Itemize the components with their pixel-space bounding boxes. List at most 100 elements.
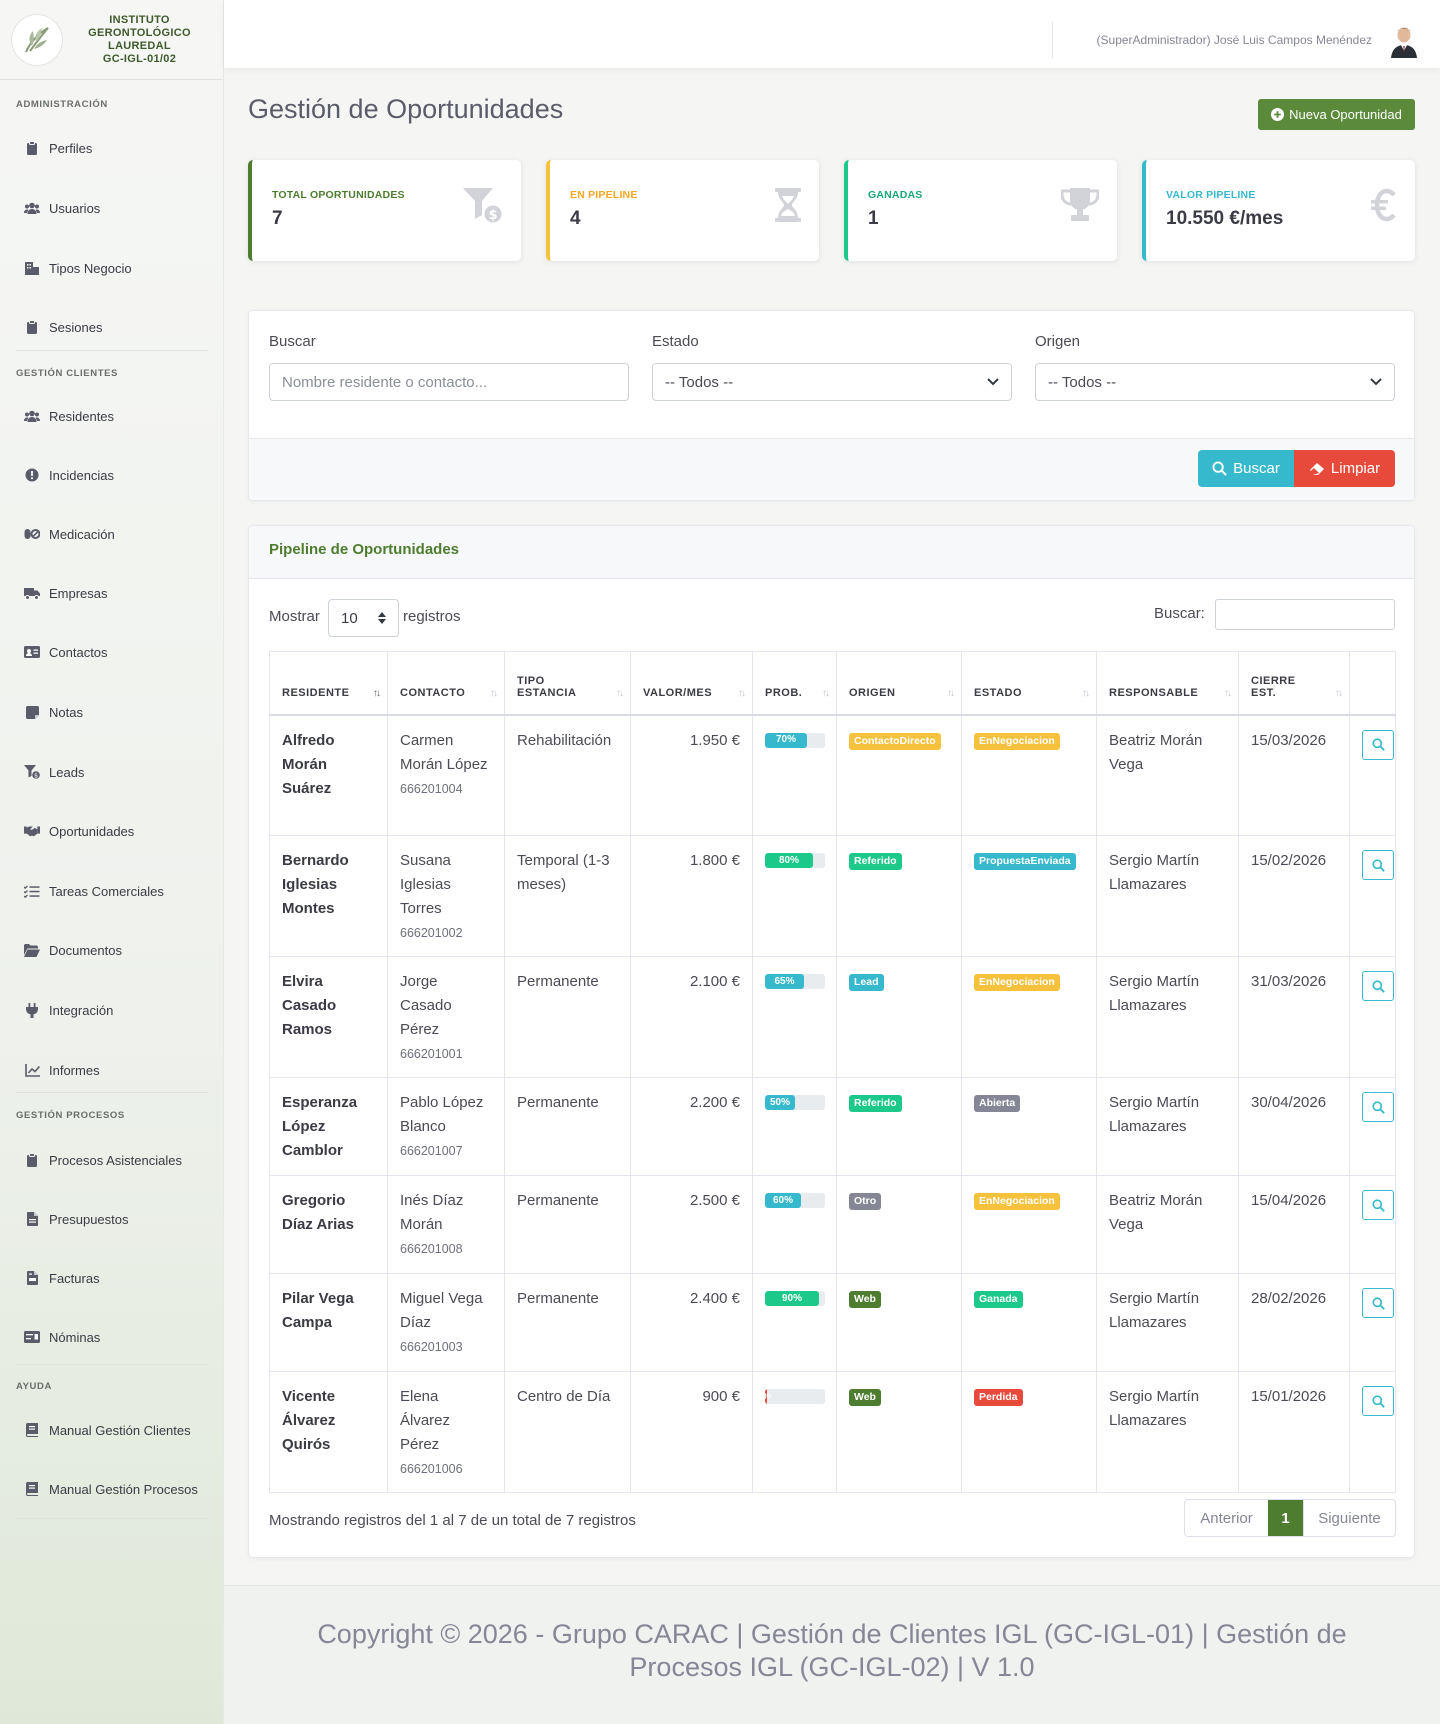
sidebar-item-incidencias[interactable]: Incidencias <box>0 464 224 486</box>
sidebar-section-title: ADMINISTRACIÓN <box>16 99 108 110</box>
sidebar-item-documentos[interactable]: Documentos <box>0 939 224 961</box>
column-header-label: RESPONSABLE <box>1109 686 1199 699</box>
origen-cell: Referido <box>836 1077 962 1176</box>
column-header[interactable]: VALOR/MES ↑↓ <box>630 651 753 716</box>
topbar: (SuperAdministrador) José Luis Campos Me… <box>224 0 1440 68</box>
probability-bar: 65% <box>765 974 825 989</box>
brand-line: GERONTOLÓGICO <box>88 26 191 39</box>
table-row[interactable]: Elvira Casado Ramos Jorge Casado Pérez 666… <box>269 956 1396 1078</box>
sidebar-item-tipos-negocio[interactable]: Tipos Negocio <box>0 257 224 279</box>
sidebar-item-oportunidades[interactable]: Oportunidades <box>0 820 224 842</box>
sidebar-item-residentes[interactable]: Residentes <box>0 405 224 427</box>
estado-cell: Ganada <box>961 1273 1097 1372</box>
probability-fill <box>765 974 804 989</box>
search-button[interactable]: Buscar <box>1198 450 1294 487</box>
sidebar-item-presupuestos[interactable]: Presupuestos <box>0 1208 224 1230</box>
sidebar-item-leads[interactable]: $ Leads <box>0 761 224 783</box>
stat-value: 1 <box>868 208 879 229</box>
column-header[interactable]: CIERRE EST. ↑↓ <box>1238 651 1350 716</box>
view-button[interactable] <box>1362 1386 1394 1416</box>
column-header[interactable]: TIPO ESTANCIA ↑↓ <box>504 651 631 716</box>
sidebar-item-empresas[interactable]: Empresas <box>0 582 224 604</box>
table-row[interactable]: Bernardo Iglesias Montes Susana Iglesias … <box>269 835 1396 957</box>
view-button[interactable] <box>1362 850 1394 880</box>
contacto-name: Miguel Vega Díaz <box>400 1290 483 1331</box>
sidebar-item-manual-gestion-clientes[interactable]: Manual Gestión Clientes <box>0 1419 224 1441</box>
sidebar-item-manual-gestion-procesos[interactable]: Manual Gestión Procesos <box>0 1478 224 1500</box>
actions-cell <box>1349 956 1396 1078</box>
brand[interactable]: INSTITUTO GERONTOLÓGICO LAUREDAL GC-IGL-… <box>0 0 223 80</box>
sidebar-item-label: Contactos <box>49 644 108 660</box>
residente-cell: Bernardo Iglesias Montes <box>269 835 388 957</box>
sidebar-item-informes[interactable]: Informes <box>0 1059 224 1081</box>
avatar[interactable] <box>1388 24 1420 58</box>
probability-bar: 80% <box>765 853 825 868</box>
cierre-cell: 15/02/2026 <box>1238 835 1350 957</box>
sidebar-item-sesiones[interactable]: Sesiones <box>0 316 224 338</box>
sidebar-item-tareas-comerciales[interactable]: Tareas Comerciales <box>0 880 224 902</box>
page-length-select[interactable]: 10 <box>328 599 399 637</box>
table-row[interactable]: Vicente Álvarez Quirós Elena Álvarez Pére… <box>269 1371 1396 1493</box>
records-label: registros <box>403 608 461 625</box>
column-header[interactable]: RESPONSABLE ↑↓ <box>1096 651 1239 716</box>
search-label: Buscar <box>269 333 316 350</box>
view-button[interactable] <box>1362 1190 1394 1220</box>
search-button-label: Buscar <box>1233 460 1280 477</box>
status-badge: EnNegociacion <box>974 1193 1060 1210</box>
stat-card: TOTAL OPORTUNIDADES 7 $ <box>248 160 521 261</box>
sidebar-item-facturas[interactable]: Facturas <box>0 1267 224 1289</box>
origen-select[interactable]: -- Todos -- <box>1035 363 1395 401</box>
sidebar-item-label: Presupuestos <box>49 1211 129 1227</box>
origen-badge: Referido <box>849 1095 902 1112</box>
search-input[interactable]: Nombre residente o contacto... <box>269 363 629 401</box>
origen-badge: ContactoDirecto <box>849 732 941 750</box>
stat-label: GANADAS <box>868 189 923 201</box>
page-1-button[interactable]: 1 <box>1268 1500 1303 1536</box>
sidebar-item-perfiles[interactable]: Perfiles <box>0 137 224 159</box>
column-header[interactable]: ORIGEN ↑↓ <box>836 651 962 716</box>
sidebar-item-usuarios[interactable]: Usuarios <box>0 197 224 219</box>
pipeline-title: Pipeline de Oportunidades <box>269 541 460 558</box>
prev-page-button[interactable]: Anterior <box>1200 1509 1253 1527</box>
user-name[interactable]: (SuperAdministrador) José Luis Campos Me… <box>1096 33 1372 47</box>
responsable-cell: Sergio Martín Llamazares <box>1096 835 1239 957</box>
origen-select-value: -- Todos -- <box>1048 373 1117 391</box>
new-opportunity-button[interactable]: Nueva Oportunidad <box>1258 99 1415 130</box>
column-header[interactable]: CONTACTO ↑↓ <box>387 651 505 716</box>
table-search-input[interactable] <box>1215 599 1395 630</box>
table-row[interactable]: Gregorio Díaz Arias Inés Díaz Morán 666201… <box>269 1175 1396 1274</box>
probability-fill <box>765 1291 819 1306</box>
view-button[interactable] <box>1362 971 1394 1001</box>
origen-cell: Otro <box>836 1175 962 1274</box>
view-button[interactable] <box>1362 729 1394 760</box>
exclamation-icon <box>24 468 40 482</box>
sidebar-section-title: AYUDA <box>16 1381 52 1392</box>
search-icon <box>1371 858 1385 872</box>
sidebar-item-procesos-asistenciales[interactable]: Procesos Asistenciales <box>0 1149 224 1171</box>
view-button[interactable] <box>1362 1288 1394 1318</box>
column-header[interactable]: ESTADO ↑↓ <box>961 651 1097 716</box>
sidebar-item-integracion[interactable]: Integración <box>0 999 224 1021</box>
view-button[interactable] <box>1362 1092 1394 1122</box>
responsable-cell: Sergio Martín Llamazares <box>1096 1371 1239 1493</box>
estado-select[interactable]: -- Todos -- <box>652 363 1012 401</box>
table-row[interactable]: Esperanza López Camblor Pablo López Blanc… <box>269 1077 1396 1176</box>
estado-cell: EnNegociacion <box>961 1175 1097 1274</box>
table-row[interactable]: Pilar Vega Campa Miguel Vega Díaz 66620100… <box>269 1273 1396 1372</box>
actions-cell <box>1349 1273 1396 1372</box>
sort-icon: ↑↓ <box>1224 687 1232 699</box>
sidebar-item-notas[interactable]: Notas <box>0 701 224 723</box>
clear-button[interactable]: Limpiar <box>1294 450 1395 487</box>
next-page-button[interactable]: Siguiente <box>1303 1500 1395 1536</box>
table-row[interactable]: Alfredo Morán Suárez Carmen Morán López 66… <box>269 714 1396 836</box>
sidebar-item-label: Leads <box>49 764 85 780</box>
sidebar-item-contactos[interactable]: Contactos <box>0 641 224 663</box>
sidebar-item-label: Manual Gestión Procesos <box>49 1481 198 1497</box>
column-header[interactable]: RESIDENTE ↑↓ <box>269 651 388 716</box>
tipo-estancia-cell: Permanente <box>504 956 631 1078</box>
sidebar-item-medicacion[interactable]: Medicación <box>0 523 224 545</box>
sidebar-item-nominas[interactable]: Nóminas <box>0 1326 224 1348</box>
estado-label: Estado <box>652 333 699 350</box>
column-header[interactable]: PROB. ↑↓ <box>752 651 837 716</box>
cierre-cell: 30/04/2026 <box>1238 1077 1350 1176</box>
